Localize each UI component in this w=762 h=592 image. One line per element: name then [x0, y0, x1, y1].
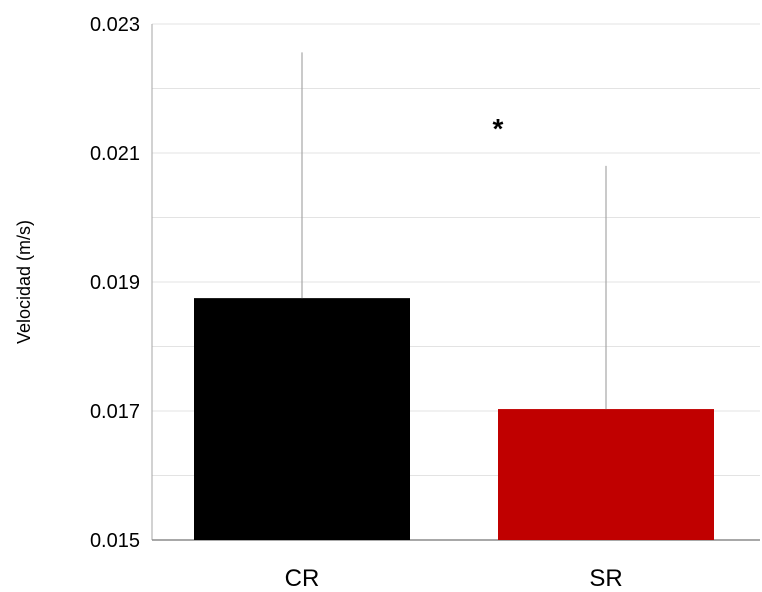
category-label-cr: CR: [285, 565, 320, 587]
bar-cr: [194, 298, 410, 540]
y-axis-label: Velocidad (m/s): [14, 220, 34, 344]
y-tick-label: 0.021: [90, 143, 140, 165]
bar-sr: [498, 409, 714, 540]
y-tick-label: 0.017: [90, 401, 140, 423]
y-tick-label: 0.019: [90, 272, 140, 294]
category-label-sr: SR: [589, 565, 622, 587]
significance-asterisk: *: [493, 113, 504, 144]
y-tick-labels: 0.015 0.017 0.019 0.021 0.023: [90, 14, 140, 552]
x-category-labels: CR SR: [285, 565, 623, 592]
y-tick-label: 0.015: [90, 530, 140, 552]
y-tick-label: 0.023: [90, 14, 140, 36]
bars: [194, 298, 714, 540]
error-bars: [301, 52, 607, 410]
